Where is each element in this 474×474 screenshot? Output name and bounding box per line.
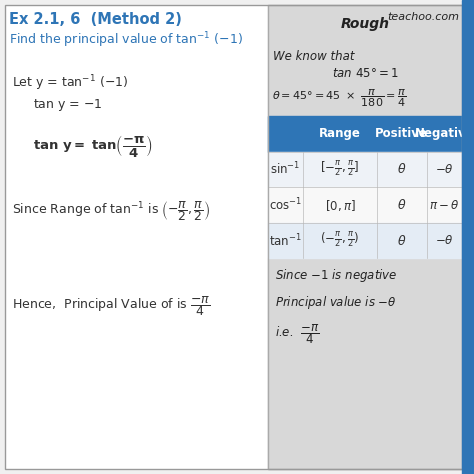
Text: teachoo.com: teachoo.com bbox=[388, 12, 460, 22]
Text: $\cos^{-1}$: $\cos^{-1}$ bbox=[269, 197, 302, 213]
Text: $\theta$: $\theta$ bbox=[397, 234, 406, 247]
Text: $\mathbf{tan\ y =\ tan}$$\mathbf{\left(\dfrac{-\pi}{4}\right)}$: $\mathbf{tan\ y =\ tan}$$\mathbf{\left(\… bbox=[33, 133, 153, 159]
Text: Rough: Rough bbox=[340, 17, 390, 31]
Text: Hence,  Principal Value of is $\dfrac{-\pi}{4}$: Hence, Principal Value of is $\dfrac{-\p… bbox=[12, 294, 210, 318]
Bar bbox=[268, 152, 462, 187]
Text: Let y = tan$^{-1}$ $(-1)$: Let y = tan$^{-1}$ $(-1)$ bbox=[12, 73, 128, 93]
Text: Principal value is $-\theta$: Principal value is $-\theta$ bbox=[275, 294, 397, 311]
Text: $tan\ 45° = 1$: $tan\ 45° = 1$ bbox=[332, 67, 398, 80]
Bar bbox=[268, 5, 462, 469]
Text: $\theta = 45° = 45\ \times\ \dfrac{\pi}{180} = \dfrac{\pi}{4}$: $\theta = 45° = 45\ \times\ \dfrac{\pi}{… bbox=[272, 88, 406, 109]
Text: $-\theta$: $-\theta$ bbox=[435, 163, 454, 176]
Text: Positive: Positive bbox=[375, 128, 428, 140]
Text: $-\theta$: $-\theta$ bbox=[435, 234, 454, 247]
Bar bbox=[268, 116, 462, 152]
Text: $\theta$: $\theta$ bbox=[397, 163, 406, 176]
Text: $\pi-\theta$: $\pi-\theta$ bbox=[429, 199, 460, 211]
Bar bbox=[268, 223, 462, 258]
Text: tan y = $-1$: tan y = $-1$ bbox=[33, 97, 103, 113]
Text: $(-\frac{\pi}{2},\frac{\pi}{2})$: $(-\frac{\pi}{2},\frac{\pi}{2})$ bbox=[320, 231, 360, 250]
Text: $[-\frac{\pi}{2},\frac{\pi}{2}]$: $[-\frac{\pi}{2},\frac{\pi}{2}]$ bbox=[320, 160, 360, 179]
Text: $\sin^{-1}$: $\sin^{-1}$ bbox=[271, 161, 301, 178]
Text: i.e.  $\dfrac{-\pi}{4}$: i.e. $\dfrac{-\pi}{4}$ bbox=[275, 322, 319, 346]
Text: $\theta$: $\theta$ bbox=[397, 198, 406, 212]
Bar bbox=[462, 0, 474, 474]
Text: We know that: We know that bbox=[273, 50, 354, 63]
Text: Since $-1$ is negative: Since $-1$ is negative bbox=[275, 267, 398, 284]
Bar bbox=[268, 258, 462, 469]
Bar bbox=[268, 187, 462, 223]
Text: Ex 2.1, 6  (Method 2): Ex 2.1, 6 (Method 2) bbox=[9, 12, 182, 27]
Text: Find the principal value of tan$^{-1}$ $(-1)$: Find the principal value of tan$^{-1}$ $… bbox=[9, 31, 243, 50]
Text: Since Range of tan$^{-1}$ is $\left(-\dfrac{\pi}{2},\dfrac{\pi}{2}\right)$: Since Range of tan$^{-1}$ is $\left(-\df… bbox=[12, 199, 210, 223]
Text: $\tan^{-1}$: $\tan^{-1}$ bbox=[269, 232, 302, 249]
Text: $[0,\pi]$: $[0,\pi]$ bbox=[325, 198, 356, 212]
Text: Range: Range bbox=[319, 128, 361, 140]
Text: Negative: Negative bbox=[415, 128, 474, 140]
Bar bbox=[268, 5, 465, 469]
